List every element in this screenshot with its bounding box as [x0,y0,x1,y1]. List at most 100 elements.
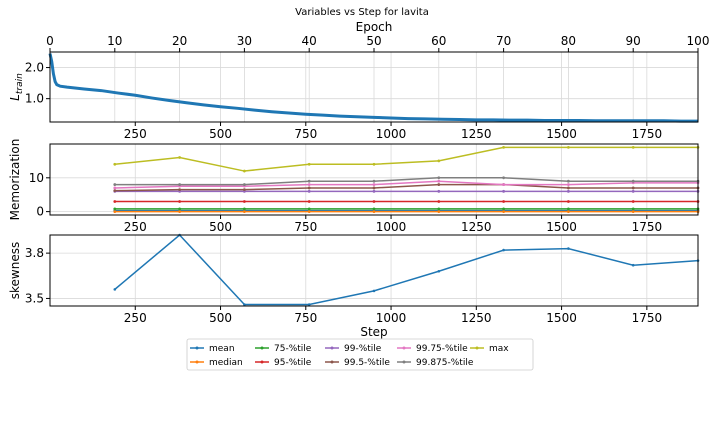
x-tick-label: 500 [209,127,232,141]
data-point-p95 [178,200,182,203]
data-point-p995 [567,186,570,190]
data-point-p95 [437,200,441,203]
data-point-max [113,162,117,166]
legend-marker-p9975 [402,346,406,350]
data-point-p99875 [372,179,376,183]
data-point-p75 [631,207,635,211]
x-tick-label: 1250 [461,311,492,325]
x-tick-label: 750 [294,220,317,234]
data-point-p99875 [631,179,635,183]
data-point-p95 [567,200,570,203]
epoch-tick-label: 100 [687,34,710,48]
legend-marker-median [195,360,199,364]
x-tick-label: 1750 [632,311,663,325]
epoch-tick-label: 80 [561,34,576,48]
x-tick-label: 1500 [546,311,577,325]
data-point-skewness [631,263,635,267]
y-tick-label: 1.0 [25,92,44,106]
legend-marker-max [475,346,479,350]
data-point-p99875 [307,179,311,183]
legend-label: max [489,344,509,354]
axes-frame [49,143,699,216]
data-point-p75 [437,207,441,211]
axes-frame [49,234,699,307]
data-point-p995 [243,188,246,192]
data-point-p995 [437,183,441,186]
epoch-tick-label: 0 [46,34,54,48]
legend-box [186,338,534,371]
x-tick-label: 1000 [376,220,407,234]
epoch-tick-label: 20 [172,34,187,48]
x-axis-label: Step [360,325,387,339]
legend-label: 75-%tile [274,344,312,354]
data-point-p75 [178,207,182,211]
data-point-p995 [307,186,311,190]
data-point-skewness [567,247,570,250]
data-point-p995 [631,186,635,190]
data-point-p75 [567,207,570,211]
data-point-p9975 [307,183,311,186]
panel-skewness: 3.5 3.8 250 500 750 1000 1250 1500 1750 skewness S… [8,233,700,339]
data-point-median [567,210,570,214]
data-point-max [502,145,505,149]
data-point-p75 [502,207,505,211]
data-point-p99 [502,189,505,193]
data-point-p95 [631,200,635,203]
y-axis-label-sub: train [15,73,25,94]
legend-marker-p99 [330,346,334,350]
epoch-tick-label: 40 [302,34,317,48]
x-tick-label: 1500 [546,127,577,141]
y-axis-label: Ltrain [8,73,25,101]
epoch-tick-label: 60 [431,34,446,48]
data-point-p95 [243,200,246,203]
data-point-skewness [307,303,311,306]
series-line-max [114,146,698,172]
data-point-max [437,159,441,163]
x-tick-label: 1250 [461,220,492,234]
legend-label: 99.75-%tile [416,344,468,354]
x-tick-label: 500 [209,311,232,325]
data-point-p75 [113,207,117,211]
data-point-p995 [178,188,182,192]
legend-label: 99-%tile [344,344,382,354]
x-tick-label: 250 [124,220,147,234]
y-tick-label: 3.8 [25,246,44,260]
legend-label: 99.875-%tile [416,358,474,368]
data-point-max [243,169,246,173]
data-point-p99 [307,189,311,193]
data-point-p9975 [502,183,505,186]
y-tick-label: 0 [36,205,44,219]
legend-label: 95-%tile [274,358,312,368]
y-tick-label: 3.5 [25,291,44,305]
data-point-max [178,156,182,159]
data-point-p9975 [372,183,376,186]
data-point-median [113,210,117,214]
y-tick-label: 2.0 [25,61,44,75]
x-tick-label: 1500 [546,220,577,234]
series-line-p9975 [114,180,698,189]
x-tick-label: 1000 [376,127,407,141]
x-tick-label: 750 [294,311,317,325]
data-point-median [372,210,376,214]
data-point-p95 [502,200,505,203]
epoch-axis-label: Epoch [356,20,393,34]
data-point-p95 [307,200,311,203]
data-point-skewness [437,269,441,273]
legend-marker-p995 [330,360,334,364]
x-tick-label: 500 [209,220,232,234]
data-point-p99875 [178,183,182,186]
data-point-p99875 [567,179,570,183]
data-point-skewness [243,303,246,306]
data-point-p9975 [113,186,117,190]
data-point-p99 [372,189,376,193]
legend-label: 99.5-%tile [344,358,390,368]
data-point-p995 [113,189,117,193]
data-point-p95 [113,200,117,203]
data-point-p75 [243,207,246,211]
x-tick-label: 250 [124,311,147,325]
data-point-median [631,210,635,214]
legend: mean median 75-%tile 95-%tile 99-%tile 99.5-%… [186,338,534,371]
figure-title: Variables vs Step for lavita [295,7,429,18]
series-line-skewness [114,233,699,306]
